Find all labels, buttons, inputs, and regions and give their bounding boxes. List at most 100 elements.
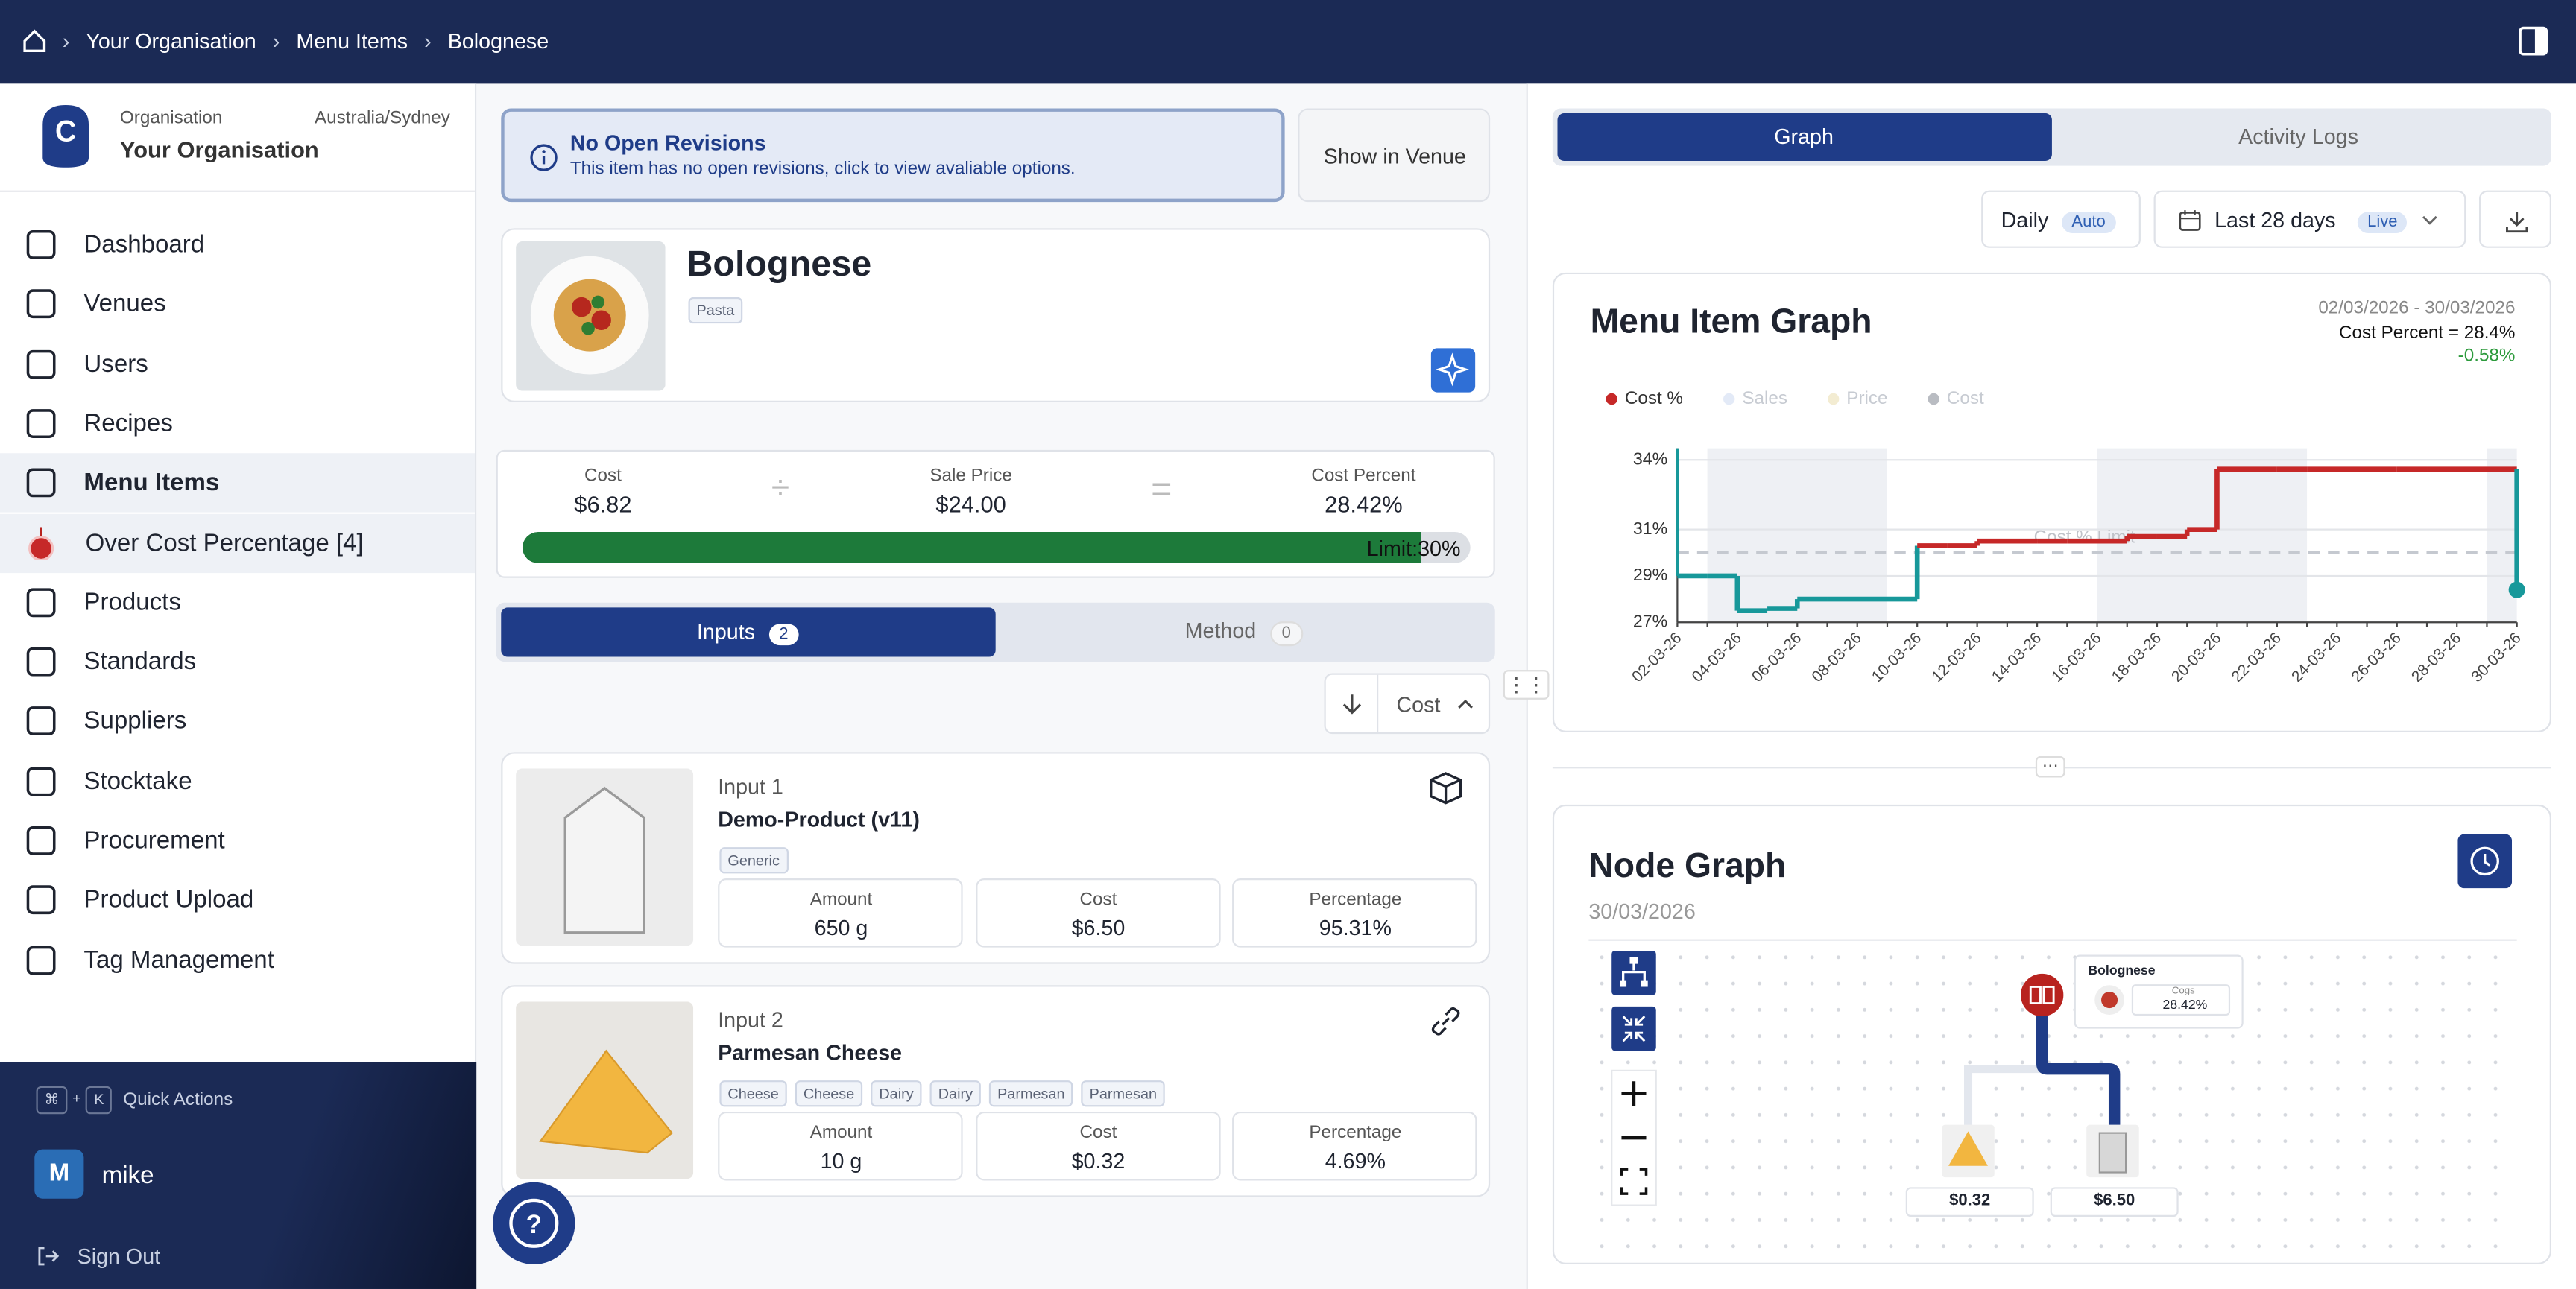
activity-tab[interactable]: Activity Logs [2238, 124, 2358, 149]
resize-handle[interactable]: ⋯ [2035, 756, 2065, 778]
item-card: Bolognese Pasta [501, 228, 1491, 402]
tab-text: Inputs [696, 618, 756, 644]
x-tick-label: 24-03-26 [2288, 630, 2344, 685]
crumb[interactable]: Your Organisation [86, 28, 256, 54]
x-tick-label: 22-03-26 [2229, 630, 2285, 685]
cost-value: $6.82 [574, 490, 632, 518]
nav-item[interactable]: Recipes [0, 394, 475, 453]
input-card[interactable]: Input 2 Parmesan Cheese Cheese Cheese Dairy D… [501, 985, 1491, 1197]
nav-item[interactable]: Product Upload [0, 871, 475, 930]
nav-item[interactable]: Dashboard [0, 215, 475, 274]
chart-title: Menu Item Graph [1591, 301, 1872, 340]
sale-label: Sale Price [929, 466, 1012, 487]
input-image [516, 1001, 694, 1179]
panel-toggle[interactable] [2519, 26, 2548, 56]
nav-item[interactable]: Over Cost Percentage [4] [0, 513, 475, 573]
node-controls [1611, 951, 1657, 1206]
input-image [516, 768, 694, 946]
x-tick-label: 04-03-26 [1688, 630, 1744, 685]
node-diagram [1942, 954, 2244, 1178]
nav-item[interactable]: Tag Management [0, 931, 475, 989]
nav-label: Menu Items [83, 469, 220, 498]
product-icon[interactable] [1427, 770, 1463, 806]
org-name[interactable]: Your Organisation [119, 136, 319, 163]
legend-label: Cost [1947, 388, 1984, 408]
user-panel: ⌘ + K Quick Actions M mike Sign Out [0, 1062, 477, 1289]
quick-actions[interactable]: Quick Actions [123, 1090, 233, 1110]
icon-shape [26, 826, 56, 855]
root-node[interactable] [2021, 973, 2064, 1017]
help-button[interactable]: ? [491, 1181, 577, 1267]
method-tab[interactable]: Method 0 [1185, 618, 1303, 647]
button-label: Show in Venue [1323, 143, 1466, 168]
nav-icon [26, 766, 56, 796]
top-bar: › Your Organisation › Menu Items › Bolognese [0, 0, 2576, 84]
nav-item[interactable]: Products [0, 573, 475, 632]
sort-control[interactable]: Cost [1324, 673, 1491, 735]
percent-label: Cost Percent [1311, 466, 1416, 487]
ai-button[interactable] [1430, 348, 1476, 393]
x-tick-label: 30-03-26 [2468, 630, 2524, 685]
divider [1377, 674, 1379, 732]
leaf-cost: $0.32 [1905, 1187, 2034, 1217]
x-tick-label: 14-03-26 [1989, 630, 2045, 685]
nav-item[interactable]: Venues [0, 275, 475, 334]
legend-marker [1928, 393, 1939, 405]
history-button[interactable] [2457, 834, 2513, 889]
avatar[interactable]: M [34, 1149, 84, 1199]
logo: C [42, 105, 89, 168]
input-card[interactable]: Input 1 Demo-Product (v11) Generic Amount 65… [501, 752, 1491, 964]
nav-icon [26, 706, 56, 736]
nav-label: Recipes [83, 409, 173, 438]
x-tick-label: 02-03-26 [1629, 630, 1685, 685]
download-button[interactable] [2478, 190, 2551, 248]
collapse-button[interactable] [1611, 1006, 1656, 1051]
icon-shape [26, 885, 56, 915]
banner-text: This item has no open revisions, click t… [569, 159, 1076, 180]
nav-item[interactable]: Menu Items [0, 453, 475, 513]
nav: Dashboard Venues Users Recipes Menu Items Ove… [0, 83, 475, 1068]
range-select[interactable]: Last 28 days Live [2153, 190, 2466, 248]
nav-item[interactable]: Suppliers [0, 692, 475, 751]
nav-icon [26, 945, 56, 975]
chevron [2422, 215, 2437, 225]
sign-out-icon [38, 1247, 60, 1266]
nav-label: Stocktake [83, 767, 192, 796]
nav-item[interactable]: Users [0, 335, 475, 393]
home-icon[interactable] [22, 28, 48, 54]
nav-item[interactable]: Procurement [0, 811, 475, 870]
nav-label: Tag Management [83, 946, 274, 975]
item-name: Bolognese [686, 243, 872, 285]
interval-select[interactable]: Daily Auto [1981, 190, 2141, 248]
svg-text:C: C [55, 115, 77, 148]
nav-label: Product Upload [83, 886, 254, 915]
legend-marker [1723, 393, 1735, 405]
progress-fill [522, 532, 1421, 563]
quick-keys: ⌘ + K [36, 1086, 113, 1115]
crumb[interactable]: Menu Items [296, 28, 408, 54]
sort-direction[interactable] [1339, 691, 1365, 718]
crumb-separator: › [424, 28, 432, 54]
revision-banner[interactable]: No Open Revisions This item has no open … [501, 108, 1285, 203]
graph-tab[interactable]: Graph [1557, 113, 2052, 161]
input-label: Input 1 [718, 774, 783, 799]
divider [1588, 939, 2517, 941]
download-icon [2506, 212, 2528, 233]
user-name: mike [101, 1162, 154, 1190]
resize-handle[interactable]: ⋮⋮ [1503, 670, 1550, 700]
nav-item[interactable]: Stocktake [0, 752, 475, 811]
legend-label: Sales [1742, 388, 1787, 408]
tag: Cheese [719, 1080, 787, 1107]
nav-icon [26, 289, 56, 319]
link-icon[interactable] [1427, 1004, 1463, 1039]
nav-icon [26, 468, 56, 498]
x-tick-label: 20-03-26 [2168, 630, 2224, 685]
nav-label: Products [83, 588, 181, 617]
inputs-tab[interactable]: Inputs 2 [501, 607, 996, 657]
crumb[interactable]: Bolognese [447, 28, 549, 54]
x-tick-label: 18-03-26 [2109, 630, 2165, 685]
menu-item-graph: Menu Item Graph 02/03/2026 - 30/03/2026 … [1591, 298, 2525, 685]
show-in-venue-button[interactable]: Show in Venue [1298, 108, 1491, 203]
nav-item[interactable]: Standards [0, 633, 475, 691]
sign-out[interactable]: Sign Out [77, 1244, 161, 1269]
